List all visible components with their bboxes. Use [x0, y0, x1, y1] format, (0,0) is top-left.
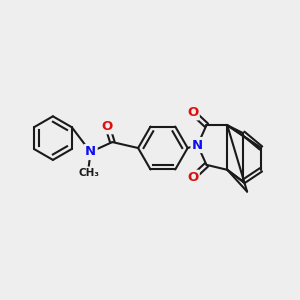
Text: O: O: [102, 120, 113, 133]
Text: N: N: [192, 139, 203, 152]
Text: O: O: [187, 106, 198, 119]
Text: N: N: [85, 146, 96, 158]
Text: CH₃: CH₃: [78, 168, 99, 178]
Text: O: O: [187, 171, 198, 184]
